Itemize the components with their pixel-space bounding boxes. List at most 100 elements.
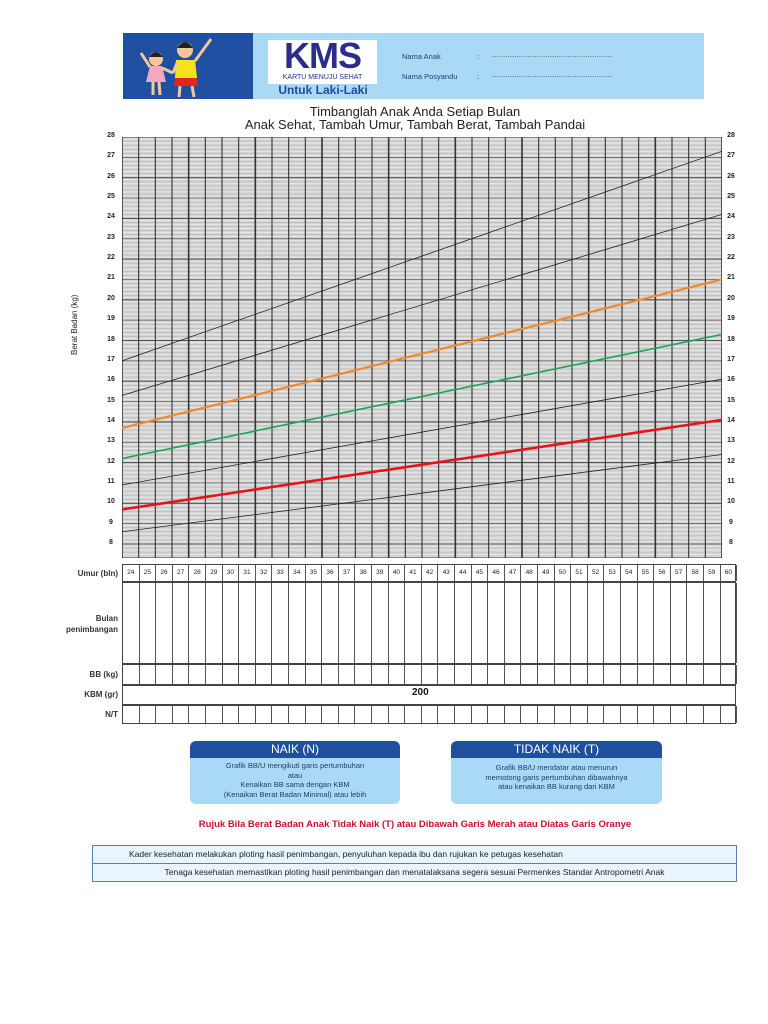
nt-cell[interactable] <box>488 706 505 723</box>
bb-cell[interactable] <box>687 665 704 684</box>
bb-cell[interactable] <box>140 665 157 684</box>
bulan-cell[interactable] <box>239 583 256 663</box>
nt-cell[interactable] <box>438 706 455 723</box>
bb-cell[interactable] <box>538 665 555 684</box>
bb-cell[interactable] <box>405 665 422 684</box>
bulan-cell[interactable] <box>538 583 555 663</box>
bulan-cell[interactable] <box>505 583 522 663</box>
bulan-cell[interactable] <box>339 583 356 663</box>
nt-cell[interactable] <box>521 706 538 723</box>
nt-cell[interactable] <box>272 706 289 723</box>
bulan-cell[interactable] <box>123 583 140 663</box>
bb-cell[interactable] <box>671 665 688 684</box>
bulan-cell[interactable] <box>488 583 505 663</box>
bb-cell[interactable] <box>189 665 206 684</box>
nt-cell[interactable] <box>123 706 140 723</box>
bulan-cell[interactable] <box>306 583 323 663</box>
nt-cell[interactable] <box>571 706 588 723</box>
nt-cell[interactable] <box>638 706 655 723</box>
bulan-cell[interactable] <box>721 583 738 663</box>
bb-cell[interactable] <box>256 665 273 684</box>
bulan-cell[interactable] <box>621 583 638 663</box>
nt-cell[interactable] <box>604 706 621 723</box>
nt-cell[interactable] <box>505 706 522 723</box>
bb-cell[interactable] <box>156 665 173 684</box>
bulan-cell[interactable] <box>322 583 339 663</box>
bulan-cell[interactable] <box>355 583 372 663</box>
nt-cell[interactable] <box>339 706 356 723</box>
nt-cell[interactable] <box>206 706 223 723</box>
bb-cell[interactable] <box>355 665 372 684</box>
bb-cell[interactable] <box>272 665 289 684</box>
bb-cell[interactable] <box>289 665 306 684</box>
nt-cell[interactable] <box>538 706 555 723</box>
bb-cell[interactable] <box>488 665 505 684</box>
bb-cell[interactable] <box>505 665 522 684</box>
bulan-cell[interactable] <box>156 583 173 663</box>
bulan-cell[interactable] <box>438 583 455 663</box>
nt-cell[interactable] <box>306 706 323 723</box>
bb-cell[interactable] <box>521 665 538 684</box>
bb-cell[interactable] <box>604 665 621 684</box>
bulan-cell[interactable] <box>671 583 688 663</box>
bb-cell[interactable] <box>389 665 406 684</box>
nt-cell[interactable] <box>223 706 240 723</box>
nt-cell[interactable] <box>355 706 372 723</box>
nt-cell[interactable] <box>687 706 704 723</box>
bulan-cell[interactable] <box>704 583 721 663</box>
bulan-cell[interactable] <box>422 583 439 663</box>
nt-cell[interactable] <box>555 706 572 723</box>
bb-cell[interactable] <box>173 665 190 684</box>
posyandu-name-field[interactable]: ........................................… <box>492 70 613 79</box>
bulan-cell[interactable] <box>189 583 206 663</box>
bb-cell[interactable] <box>372 665 389 684</box>
nt-cell[interactable] <box>322 706 339 723</box>
bulan-cell[interactable] <box>372 583 389 663</box>
bb-cell[interactable] <box>322 665 339 684</box>
nt-cell[interactable] <box>389 706 406 723</box>
bb-cell[interactable] <box>555 665 572 684</box>
bb-cell[interactable] <box>721 665 738 684</box>
bb-cell[interactable] <box>455 665 472 684</box>
nt-cell[interactable] <box>671 706 688 723</box>
bulan-cell[interactable] <box>654 583 671 663</box>
bb-cell[interactable] <box>123 665 140 684</box>
bb-cell[interactable] <box>588 665 605 684</box>
nt-cell[interactable] <box>588 706 605 723</box>
nt-cell[interactable] <box>455 706 472 723</box>
bb-cell[interactable] <box>704 665 721 684</box>
nt-cell[interactable] <box>189 706 206 723</box>
growth-chart-plot[interactable] <box>122 137 722 558</box>
child-name-field[interactable]: ........................................… <box>492 50 613 59</box>
bb-cell[interactable] <box>438 665 455 684</box>
bulan-cell[interactable] <box>687 583 704 663</box>
bb-cell[interactable] <box>571 665 588 684</box>
bulan-cell[interactable] <box>604 583 621 663</box>
bulan-cell[interactable] <box>206 583 223 663</box>
nt-cell[interactable] <box>704 706 721 723</box>
nt-cell[interactable] <box>289 706 306 723</box>
bulan-cell[interactable] <box>256 583 273 663</box>
bb-cell[interactable] <box>339 665 356 684</box>
bulan-cell[interactable] <box>223 583 240 663</box>
nt-cell[interactable] <box>256 706 273 723</box>
bulan-cell[interactable] <box>571 583 588 663</box>
nt-cell[interactable] <box>239 706 256 723</box>
nt-cell[interactable] <box>156 706 173 723</box>
bulan-cell[interactable] <box>455 583 472 663</box>
bulan-cell[interactable] <box>389 583 406 663</box>
bulan-cell[interactable] <box>405 583 422 663</box>
nt-cell[interactable] <box>140 706 157 723</box>
bb-cell[interactable] <box>638 665 655 684</box>
bulan-cell[interactable] <box>173 583 190 663</box>
nt-cell[interactable] <box>721 706 738 723</box>
bulan-cell[interactable] <box>588 583 605 663</box>
bb-cell[interactable] <box>654 665 671 684</box>
bulan-cell[interactable] <box>140 583 157 663</box>
bb-cell[interactable] <box>239 665 256 684</box>
bulan-cell[interactable] <box>289 583 306 663</box>
bulan-cell[interactable] <box>521 583 538 663</box>
bb-cell[interactable] <box>223 665 240 684</box>
bulan-cell[interactable] <box>272 583 289 663</box>
bb-cell[interactable] <box>206 665 223 684</box>
